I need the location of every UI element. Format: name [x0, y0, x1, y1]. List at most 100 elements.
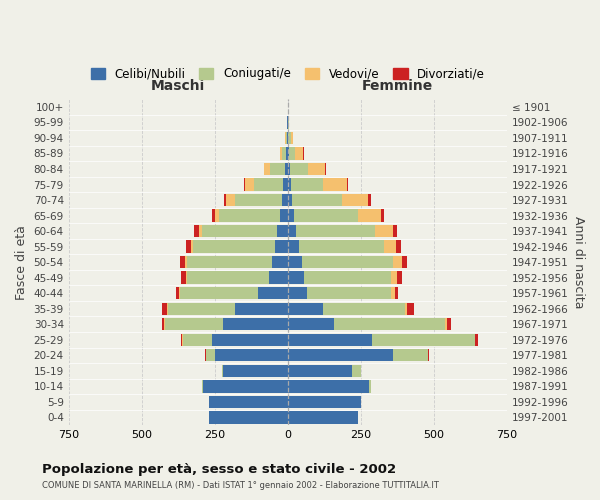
Bar [209, 411, 287, 424]
Bar [397, 272, 401, 284]
Bar [370, 380, 371, 392]
Bar [293, 210, 358, 222]
Bar [287, 396, 361, 408]
Bar [299, 240, 384, 253]
Bar [447, 318, 451, 330]
Bar [265, 163, 270, 175]
Bar [475, 334, 478, 346]
Bar [292, 194, 342, 206]
Bar [269, 272, 287, 284]
Bar [352, 364, 361, 377]
Bar [287, 163, 290, 175]
Text: Popolazione per età, sesso e stato civile - 2002: Popolazione per età, sesso e stato civil… [42, 462, 396, 475]
Y-axis label: Fasce di età: Fasce di età [15, 224, 28, 300]
Bar [280, 148, 282, 160]
Bar [296, 225, 376, 237]
Bar [287, 225, 296, 237]
Bar [287, 240, 299, 253]
Bar [290, 163, 308, 175]
Bar [176, 287, 179, 300]
Bar [347, 178, 348, 190]
Legend: Celibi/Nubili, Coniugati/e, Vedovi/e, Divorziati/e: Celibi/Nubili, Coniugati/e, Vedovi/e, Di… [86, 62, 490, 85]
Bar [168, 302, 235, 315]
Bar [334, 318, 445, 330]
Bar [161, 318, 164, 330]
Bar [199, 225, 202, 237]
Bar [368, 194, 371, 206]
Bar [287, 210, 293, 222]
Text: COMUNE DI SANTA MARINELLA (RM) - Dati ISTAT 1° gennaio 2002 - Elaborazione TUTTI: COMUNE DI SANTA MARINELLA (RM) - Dati IS… [42, 481, 439, 490]
Bar [186, 272, 187, 284]
Bar [287, 256, 302, 268]
Bar [245, 178, 254, 190]
Bar [295, 148, 304, 160]
Bar [186, 240, 191, 253]
Bar [395, 287, 398, 300]
Bar [191, 240, 193, 253]
Bar [323, 178, 347, 190]
Bar [181, 334, 182, 346]
Bar [275, 240, 287, 253]
Bar [287, 318, 334, 330]
Bar [285, 163, 287, 175]
Bar [287, 411, 358, 424]
Bar [219, 210, 280, 222]
Bar [254, 178, 283, 190]
Bar [308, 163, 325, 175]
Bar [287, 349, 393, 362]
Bar [407, 302, 414, 315]
Bar [202, 225, 277, 237]
Bar [282, 148, 286, 160]
Bar [373, 334, 475, 346]
Bar [212, 334, 287, 346]
Y-axis label: Anni di nascita: Anni di nascita [572, 216, 585, 308]
Bar [287, 334, 373, 346]
Bar [235, 194, 282, 206]
Bar [193, 240, 275, 253]
Bar [179, 287, 259, 300]
Bar [280, 210, 287, 222]
Bar [179, 256, 185, 268]
Text: Femmine: Femmine [362, 79, 433, 93]
Bar [288, 132, 290, 144]
Bar [187, 272, 269, 284]
Bar [223, 318, 287, 330]
Bar [224, 194, 226, 206]
Bar [235, 302, 287, 315]
Bar [215, 349, 287, 362]
Bar [206, 349, 215, 362]
Bar [187, 256, 272, 268]
Bar [161, 302, 167, 315]
Bar [222, 364, 223, 377]
Bar [391, 287, 395, 300]
Bar [185, 256, 187, 268]
Bar [393, 256, 401, 268]
Bar [287, 194, 292, 206]
Bar [287, 272, 304, 284]
Bar [226, 194, 235, 206]
Bar [270, 163, 285, 175]
Bar [286, 132, 287, 144]
Bar [259, 287, 287, 300]
Bar [290, 132, 293, 144]
Bar [376, 225, 393, 237]
Bar [165, 318, 223, 330]
Bar [215, 210, 219, 222]
Bar [212, 210, 215, 222]
Bar [289, 148, 295, 160]
Bar [393, 225, 397, 237]
Bar [277, 225, 287, 237]
Bar [287, 178, 291, 190]
Bar [401, 256, 407, 268]
Bar [244, 178, 245, 190]
Bar [396, 240, 401, 253]
Bar [393, 349, 428, 362]
Bar [194, 225, 199, 237]
Bar [302, 256, 393, 268]
Bar [282, 194, 287, 206]
Bar [287, 380, 370, 392]
Bar [404, 302, 407, 315]
Bar [203, 380, 287, 392]
Bar [287, 287, 307, 300]
Bar [445, 318, 447, 330]
